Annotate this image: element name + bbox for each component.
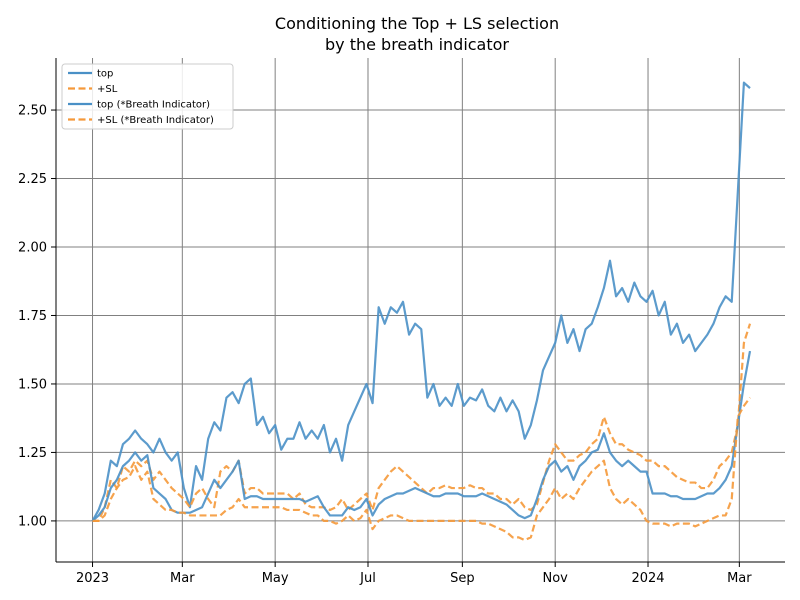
x-tick-label: Jul [359,571,376,586]
x-tick-label: Sep [450,571,475,586]
x-tick-label: 2024 [631,571,664,586]
series-line-top [91,81,751,522]
grid-layer [56,58,785,562]
series-line-sl [92,323,752,523]
chart-title-line-2: by the breath indicator [325,35,509,54]
series-line-sl-breath-indicator [92,396,751,542]
y-tick-label: 2.25 [18,172,47,187]
x-tick-label: Mar [727,571,752,586]
y-tick-label: 1.25 [18,446,47,461]
x-tick-label: May [262,571,289,586]
y-tick-label: 1.50 [18,377,47,392]
y-tick-label: 1.00 [18,514,47,529]
x-tick-label: 2023 [76,571,109,586]
series-layer [91,81,752,542]
legend-label: +SL [97,84,118,95]
legend-label: top [97,69,113,80]
ticks-layer: 2023 Mar May Jul Sep Nov 2024 Mar 1.00 1.25 1.50 1.… [18,104,752,586]
legend-label: top (*Breath Indicator) [97,100,210,111]
y-tick-label: 2.50 [18,104,47,119]
y-tick-label: 1.75 [18,309,47,324]
axes-layer [55,58,785,563]
legend: top +SL top (*Breath Indicator) +SL (*Breat… [61,63,234,130]
x-tick-label: Mar [170,571,195,586]
x-tick-label: Nov [543,571,569,586]
legend-box [61,63,234,130]
y-tick-label: 2.00 [18,241,47,256]
legend-label: +SL (*Breath Indicator) [97,115,214,126]
series-line-top-breath-indicator [91,350,752,522]
chart-title-line-1: Conditioning the Top + LS selection [275,14,559,33]
